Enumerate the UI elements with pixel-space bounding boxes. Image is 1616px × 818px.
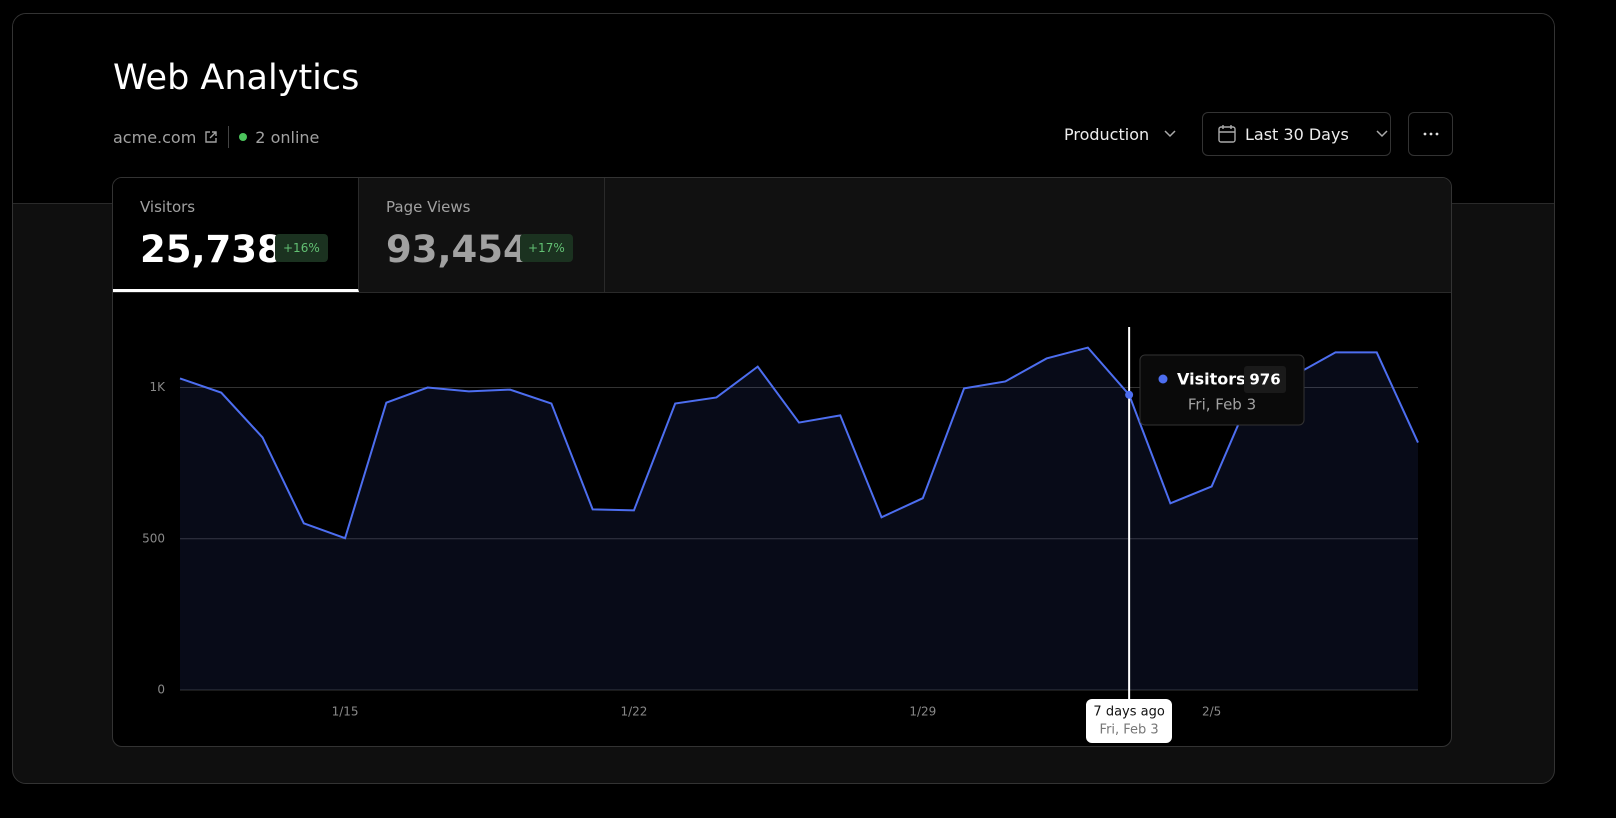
ellipsis-icon [1423, 132, 1438, 136]
value-badge [1244, 366, 1286, 393]
tabs: Visitors 25,738 +16% Page Views 93,454 +… [113, 178, 1451, 293]
x-tick-label: 1/15 [332, 705, 359, 719]
x-tick-label: 1/29 [909, 705, 936, 719]
site-info: acme.com 2 online [113, 126, 319, 148]
tab-change: +17% [520, 234, 573, 262]
chevron [1376, 130, 1388, 138]
point [1125, 390, 1134, 399]
header: Web Analytics acme.com 2 online Producti… [13, 14, 1554, 204]
tab[interactable]: Visitors 25,738 +16% [113, 178, 359, 292]
area [180, 347, 1418, 690]
title: Web Analytics [113, 58, 360, 98]
legend-label: Visitors [1177, 370, 1246, 389]
y-tick-label: 1K [149, 380, 166, 394]
range-select[interactable]: Last 30 Days [1202, 112, 1391, 156]
cursor-date: Fri, Feb 3 [1100, 723, 1159, 738]
environment-select[interactable]: Production [1051, 112, 1190, 156]
analytics-card: Visitors 25,738 +16% Page Views 93,454 +… [112, 177, 1452, 747]
range: Last 30 Days [1245, 124, 1349, 144]
tab-value: 25,738 [140, 228, 283, 271]
tab-label: Visitors [140, 198, 196, 216]
more-button[interactable] [1408, 112, 1453, 156]
tooltip-date: Fri, Feb 3 [1188, 396, 1256, 414]
chevron [1164, 130, 1176, 138]
line [179, 346, 1419, 540]
y-tick-label: 0 [157, 683, 165, 697]
online-count: 2 online [255, 127, 320, 147]
tab-label: Page Views [386, 198, 471, 216]
x-tick-label: 2/5 [1202, 705, 1221, 719]
external-icon [205, 131, 217, 143]
y-tick-label: 500 [142, 531, 165, 545]
tab-value: 93,454 [386, 228, 529, 271]
tab[interactable]: Page Views 93,454 +17% [359, 178, 605, 292]
divider [228, 126, 230, 148]
x-cursor-label [1086, 699, 1172, 743]
domain-link[interactable]: acme.com [113, 127, 197, 147]
tooltip-value: 976 [1249, 371, 1280, 389]
calendar-icon [1218, 125, 1236, 143]
tab-change: +16% [275, 234, 328, 262]
cursor-relative: 7 days ago [1093, 705, 1164, 720]
environment: Production [1064, 124, 1150, 144]
x-tick-label: 1/22 [620, 705, 647, 719]
legend-dot [1158, 374, 1168, 384]
online-dot [239, 133, 248, 141]
